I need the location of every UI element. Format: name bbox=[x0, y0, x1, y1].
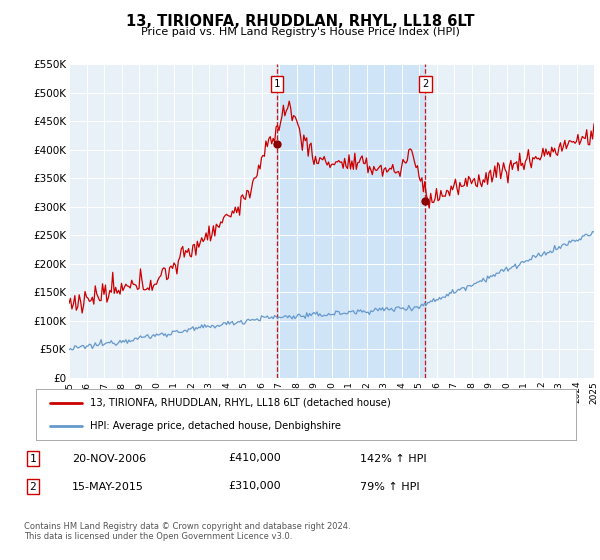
Bar bbox=[277, 64, 425, 378]
Text: HPI: Average price, detached house, Denbighshire: HPI: Average price, detached house, Denb… bbox=[90, 421, 341, 431]
Text: Contains HM Land Registry data © Crown copyright and database right 2024.
This d: Contains HM Land Registry data © Crown c… bbox=[24, 522, 350, 542]
Text: 1: 1 bbox=[274, 80, 280, 90]
Text: £310,000: £310,000 bbox=[228, 482, 281, 492]
Text: Price paid vs. HM Land Registry's House Price Index (HPI): Price paid vs. HM Land Registry's House … bbox=[140, 27, 460, 37]
Text: 142% ↑ HPI: 142% ↑ HPI bbox=[360, 454, 427, 464]
Text: £410,000: £410,000 bbox=[228, 454, 281, 464]
Text: 13, TIRIONFA, RHUDDLAN, RHYL, LL18 6LT (detached house): 13, TIRIONFA, RHUDDLAN, RHYL, LL18 6LT (… bbox=[90, 398, 391, 408]
Text: 79% ↑ HPI: 79% ↑ HPI bbox=[360, 482, 419, 492]
Text: 20-NOV-2006: 20-NOV-2006 bbox=[72, 454, 146, 464]
Text: 13, TIRIONFA, RHUDDLAN, RHYL, LL18 6LT: 13, TIRIONFA, RHUDDLAN, RHYL, LL18 6LT bbox=[126, 14, 474, 29]
Text: 15-MAY-2015: 15-MAY-2015 bbox=[72, 482, 144, 492]
Text: 2: 2 bbox=[422, 80, 428, 90]
Text: 2: 2 bbox=[29, 482, 37, 492]
Text: 1: 1 bbox=[29, 454, 37, 464]
